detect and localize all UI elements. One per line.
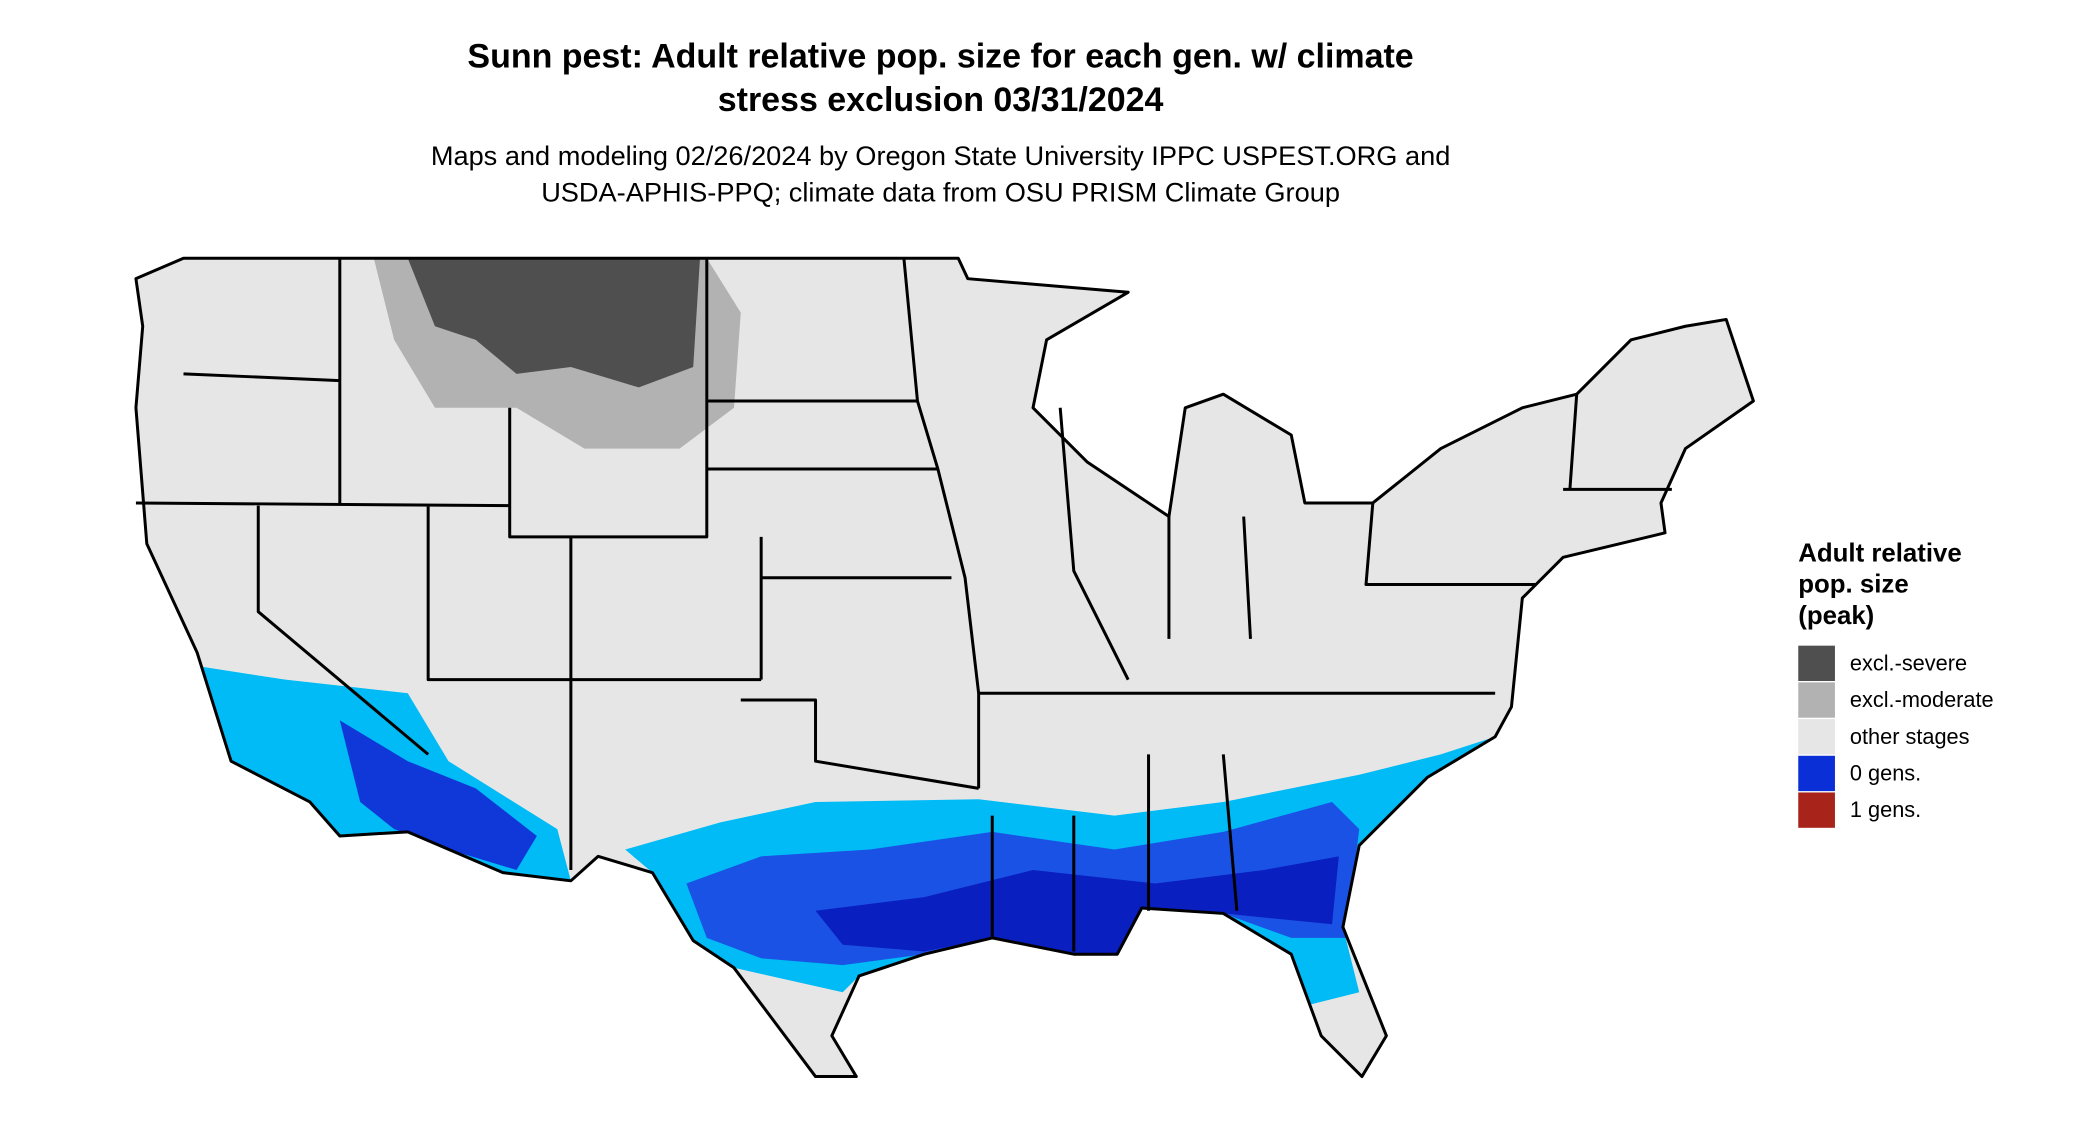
legend-swatch [1798,792,1835,828]
subtitle: Maps and modeling 02/26/2024 by Oregon S… [431,140,1450,171]
legend-swatch [1798,645,1835,682]
title: Sunn pest: Adult relative pop. size for … [467,37,1413,75]
land [135,258,1754,1077]
subtitle: USDA-APHIS-PPQ; climate data from OSU PR… [541,177,1340,208]
legend-title: pop. size [1798,571,1908,599]
region-dark-blue [815,856,1339,955]
legend-label: excl.-severe [1850,650,1967,675]
legend-label: other stages [1850,724,1970,749]
legend: excl.-severe excl.-moderate other stages 0 … [1798,645,1994,828]
map-regions [135,258,1754,1077]
legend-swatch [1798,755,1835,792]
legend-swatch [1798,682,1835,718]
legend-title: (peak) [1798,602,1874,630]
region-blue [339,720,537,870]
legend-label: 1 gens. [1850,797,1921,822]
legend-label: excl.-moderate [1850,687,1994,712]
region-severe [407,258,700,388]
legend-title: Adult relative [1798,539,1962,567]
legend-swatch [1798,719,1835,755]
state-borders [134,256,1755,1079]
legend-label: 0 gens. [1850,761,1921,786]
title: stress exclusion 03/31/2024 [718,81,1164,119]
